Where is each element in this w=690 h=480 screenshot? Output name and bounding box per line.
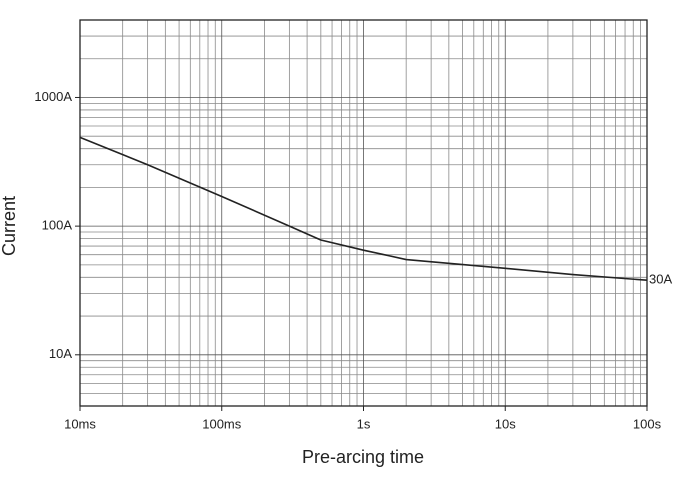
annotation: 30A xyxy=(649,272,672,287)
x-axis-label: Pre-arcing time xyxy=(302,447,424,467)
x-tick-label: 100s xyxy=(633,416,662,431)
y-tick-label: 100A xyxy=(42,218,73,233)
x-tick-label: 10ms xyxy=(64,416,96,431)
line xyxy=(79,136,648,281)
plot-frame xyxy=(79,19,648,407)
y-axis-label: Current xyxy=(0,196,19,256)
y-tick-label: 1000A xyxy=(34,89,72,104)
x-tick-label: 100ms xyxy=(202,416,242,431)
x-tick-label: 10s xyxy=(495,416,516,431)
y-tick-label: 10A xyxy=(49,346,72,361)
x-tick-label: 1s xyxy=(357,416,371,431)
